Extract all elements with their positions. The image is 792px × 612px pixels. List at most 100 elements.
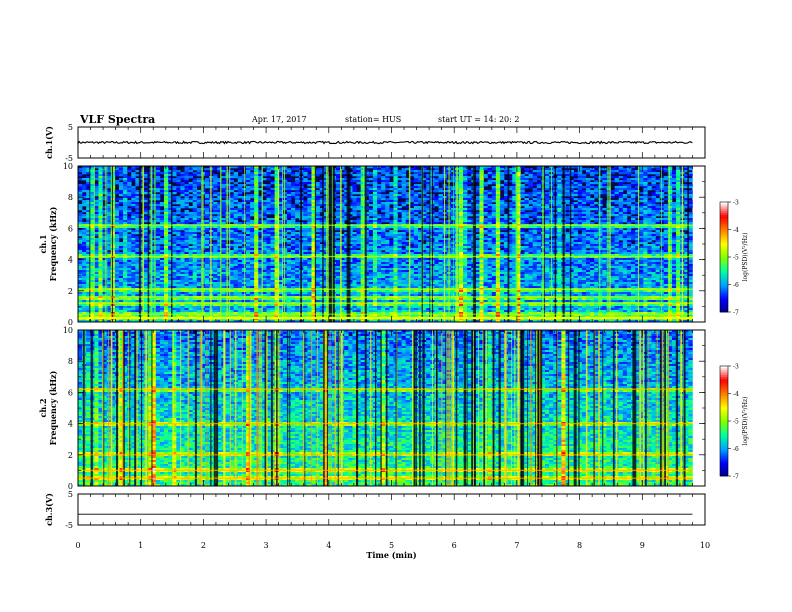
spectrogram-cell	[467, 238, 471, 240]
spectrogram-cell	[389, 214, 393, 216]
spectrogram-cell	[303, 242, 307, 244]
spectrogram-cell	[619, 202, 623, 204]
spectrogram-cell	[230, 220, 234, 222]
spectrogram-cell	[373, 230, 377, 232]
spectrogram-cell	[459, 232, 463, 234]
spectrogram-cell	[520, 232, 524, 234]
spectrogram-cell	[254, 222, 258, 224]
spectrogram-cell	[377, 190, 381, 192]
spectrogram-cell	[205, 222, 209, 224]
spectrogram-cell	[582, 240, 586, 242]
spectrogram-cell	[660, 178, 664, 180]
spectrogram-cell	[451, 238, 455, 240]
spectrogram-cell	[590, 172, 594, 174]
spectrogram-cell	[651, 200, 655, 202]
spectrogram-cell	[520, 242, 524, 244]
spectrogram-cell	[385, 214, 389, 216]
spectrogram-cell	[492, 194, 496, 196]
spectrogram-cell	[496, 238, 500, 240]
spectrogram-cell	[463, 234, 467, 236]
spectrogram-cell	[303, 200, 307, 202]
spectrogram-cell	[230, 200, 234, 202]
spectrogram-cell	[373, 194, 377, 196]
spectrogram-cell	[459, 190, 463, 192]
spectrogram-cell	[688, 230, 692, 232]
spectrogram-cell	[582, 236, 586, 238]
spectrogram-cell	[172, 190, 176, 192]
spectrogram-cell	[156, 242, 160, 244]
spectrogram-cell	[295, 198, 299, 200]
spectrogram-cell	[234, 234, 238, 236]
spectrogram-cell	[185, 232, 189, 234]
spectrogram-cell	[565, 180, 569, 182]
spectrogram-cell	[463, 202, 467, 204]
spectrogram-cell	[565, 222, 569, 224]
spectrogram-cell	[484, 220, 488, 222]
spectrogram-cell	[623, 208, 627, 210]
spectrogram-cell	[398, 240, 402, 242]
spectrogram-cell	[651, 180, 655, 182]
spectrogram-cell	[254, 174, 258, 176]
spectrogram-cell	[172, 228, 176, 230]
spectrogram-cell	[250, 196, 254, 198]
spectrogram-cell	[574, 182, 578, 184]
spectrogram-cell	[185, 186, 189, 188]
spectrogram-cell	[185, 242, 189, 244]
spectrogram-cell	[598, 178, 602, 180]
spectrogram-cell	[156, 168, 160, 170]
spectrogram-cell	[119, 242, 123, 244]
spectrogram-cell	[221, 168, 225, 170]
spectrogram-cell	[467, 226, 471, 228]
spectrogram-cell	[254, 212, 258, 214]
spectrogram-cell	[316, 186, 320, 188]
spectrogram-cell	[545, 198, 549, 200]
spectrogram-cell	[221, 214, 225, 216]
spectrogram-cell	[688, 238, 692, 240]
spectrogram-cell	[266, 206, 270, 208]
spectrogram-cell	[115, 192, 119, 194]
spectrogram-cell	[82, 214, 86, 216]
spectrogram-cell	[615, 194, 619, 196]
spectrogram-cell	[651, 172, 655, 174]
spectrogram-cell	[246, 178, 250, 180]
spectrogram-cell	[545, 238, 549, 240]
spectrogram-cell	[357, 236, 361, 238]
spectrogram-cell	[594, 208, 598, 210]
spectrogram-cell	[78, 222, 82, 224]
spectrogram-cell	[115, 202, 119, 204]
spectrogram-cell	[672, 196, 676, 198]
spectrogram-cell	[144, 210, 148, 212]
spectrogram-cell	[98, 202, 102, 204]
spectrogram-cell	[94, 234, 98, 236]
spectrogram-cell	[238, 178, 242, 180]
spectrogram-cell	[537, 238, 541, 240]
spectrogram-cell	[393, 208, 397, 210]
spectrogram-cell	[238, 232, 242, 234]
spectrogram-cell	[119, 218, 123, 220]
spectrogram-cell	[254, 194, 258, 196]
spectrogram-cell	[484, 190, 488, 192]
spectrogram-cell	[574, 242, 578, 244]
spectrogram-cell	[381, 208, 385, 210]
spectrogram-cell	[520, 226, 524, 228]
spectrogram-cell	[459, 198, 463, 200]
spectrogram-cell	[525, 202, 529, 204]
spectrogram-cell	[492, 206, 496, 208]
spectrogram-cell	[557, 234, 561, 236]
spectrogram-cell	[185, 238, 189, 240]
spectrogram-cell	[492, 208, 496, 210]
spectrogram-cell	[479, 172, 483, 174]
spectrogram-cell	[373, 216, 377, 218]
spectrogram-cell	[668, 238, 672, 240]
spectrogram-cell	[520, 176, 524, 178]
spectrogram-cell	[361, 226, 365, 228]
spectrogram-cell	[221, 240, 225, 242]
spectrogram-cell	[230, 210, 234, 212]
spectrogram-cell	[352, 196, 356, 198]
spectrogram-cell	[594, 214, 598, 216]
spectrogram-cell	[651, 176, 655, 178]
spectrogram-cell	[254, 204, 258, 206]
spectrogram-cell	[172, 212, 176, 214]
spectrogram-cell	[627, 170, 631, 172]
